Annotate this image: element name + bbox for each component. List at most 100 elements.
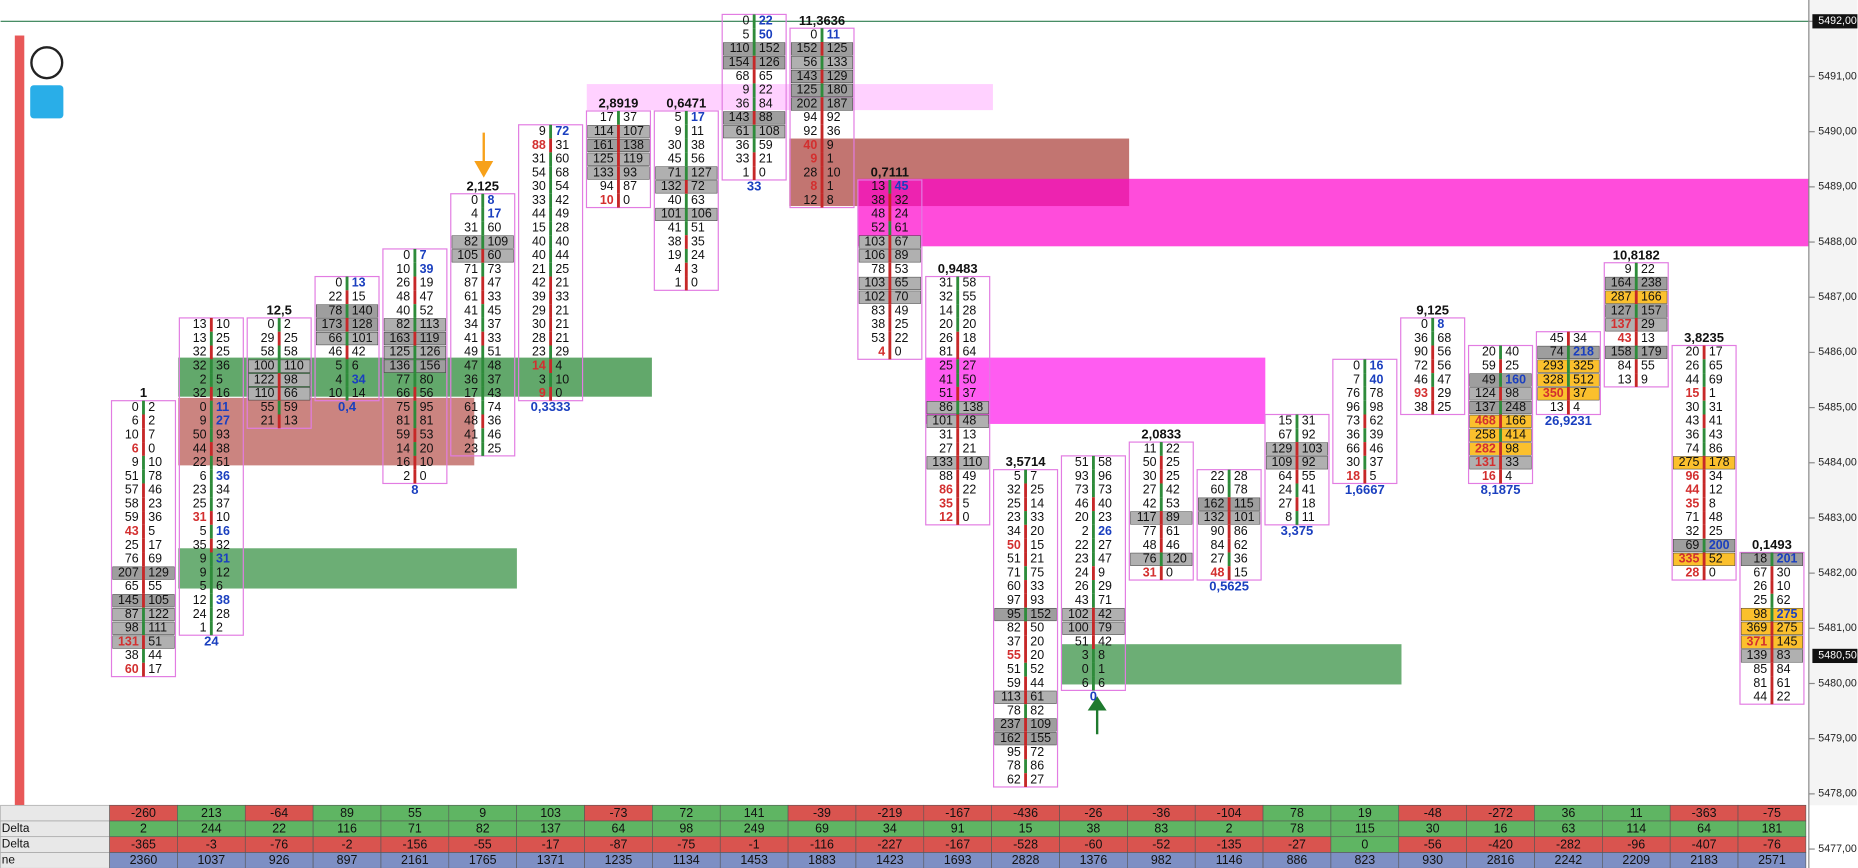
ask-volume: 11 [827,27,840,41]
delta-bar [1159,538,1163,553]
delta-bar [209,483,213,498]
delta-bar [1159,511,1163,525]
bid-volume: 77 [1143,524,1157,538]
ask-volume: 17 [148,662,162,676]
delta-bar [1159,524,1163,539]
delta-bar [1159,552,1163,567]
ask-volume: 29 [555,345,569,359]
delta-bar [142,621,145,636]
bid-volume: 38 [871,193,885,207]
bid-volume: 15 [532,221,546,235]
table-value: -135 [1217,837,1242,851]
ask-volume: 10 [1777,579,1791,593]
bid-volume: 74 [1686,441,1700,455]
delta-bar [481,276,485,291]
bid-volume: 84 [1211,538,1225,552]
delta-bar [345,345,349,360]
bid-volume: 4 [335,372,342,386]
bid-volume: 103 [864,276,885,290]
ask-volume: 414 [1505,427,1526,441]
bid-volume: 164 [1611,276,1632,290]
ask-volume: 70 [895,290,909,304]
ask-volume: 20 [1030,634,1044,648]
table-value: 1376 [1080,853,1108,867]
bid-volume: 38 [1414,400,1428,414]
delta-bar [481,359,485,374]
ask-volume: 10 [827,165,841,179]
ask-volume: 37 [487,372,501,386]
delta-bar [413,442,417,456]
delta-bar [956,359,960,374]
ask-volume: 2 [284,317,291,331]
ask-volume: 17 [148,538,162,552]
bid-volume: 17 [464,386,478,400]
table-value: 249 [744,822,765,836]
delta-bar [1499,359,1502,374]
bid-volume: 23 [532,345,546,359]
column-header: 12,5 [267,302,292,317]
table-value: 1423 [876,853,904,867]
ask-volume: 49 [555,207,569,221]
bid-volume: 4 [471,207,478,221]
bid-volume: 4 [675,262,682,276]
delta-bar [277,345,281,360]
bid-volume: 0 [742,14,749,28]
delta-bar [1159,483,1163,498]
delta-bar [956,276,960,291]
table-value: -436 [1013,806,1038,820]
delta-bar [142,552,145,567]
bid-volume: 24 [1278,483,1292,497]
table-value: 22 [272,822,286,836]
bid-volume: 110 [255,386,275,400]
delta-bar [413,414,417,429]
bid-volume: 30 [532,179,546,193]
bid-volume: 73 [1346,414,1360,428]
delta-bar [684,124,688,139]
ask-volume: 96 [1098,469,1112,483]
ask-volume: 128 [352,317,373,331]
table-value: 2209 [1622,853,1650,867]
bid-volume: 67 [1278,427,1292,441]
delta-bar [1227,497,1231,512]
ask-volume: 33 [487,290,501,304]
delta-bar [888,179,892,194]
delta-bar [1431,373,1435,387]
ask-volume: 107 [623,124,644,138]
ask-volume: 13 [352,276,366,290]
bid-volume: 12 [939,510,953,524]
ask-volume: 98 [1505,386,1519,400]
ask-volume: 36 [1234,552,1248,566]
bid-volume: 59 [396,427,410,441]
tool-icon[interactable] [30,46,64,80]
delta-bar [752,124,756,139]
ask-volume: 101 [352,331,373,345]
table-value: -17 [542,837,560,851]
delta-bar [956,469,960,484]
price-badge [1812,14,1858,29]
delta-bar [413,345,417,360]
bid-volume: 26 [1753,579,1767,593]
ask-volume: 109 [487,234,508,248]
ask-volume: 13 [962,427,976,441]
ask-volume: 127 [691,165,712,179]
ask-volume: 33 [487,331,501,345]
column-footer: 8 [411,482,418,497]
bid-volume: 41 [939,372,953,386]
bid-volume: 14 [532,358,546,372]
bid-volume: 40 [668,193,682,207]
ask-volume: 48 [487,358,501,372]
bid-volume: 328 [1543,372,1564,386]
delta-bar [1295,497,1299,512]
column-header: 2,0833 [1141,427,1181,442]
bid-volume: 30 [1346,455,1360,469]
ask-volume: 72 [691,179,705,193]
ask-volume: 0 [1166,565,1173,579]
tool-icon[interactable] [30,85,64,119]
delta-bar [142,455,145,470]
ask-volume: 7 [420,248,427,262]
bid-volume: 71 [668,165,682,179]
table-value: 91 [951,822,965,836]
ask-volume: 12 [1709,483,1723,497]
ask-volume: 25 [1030,483,1044,497]
delta-bar [1634,317,1638,332]
